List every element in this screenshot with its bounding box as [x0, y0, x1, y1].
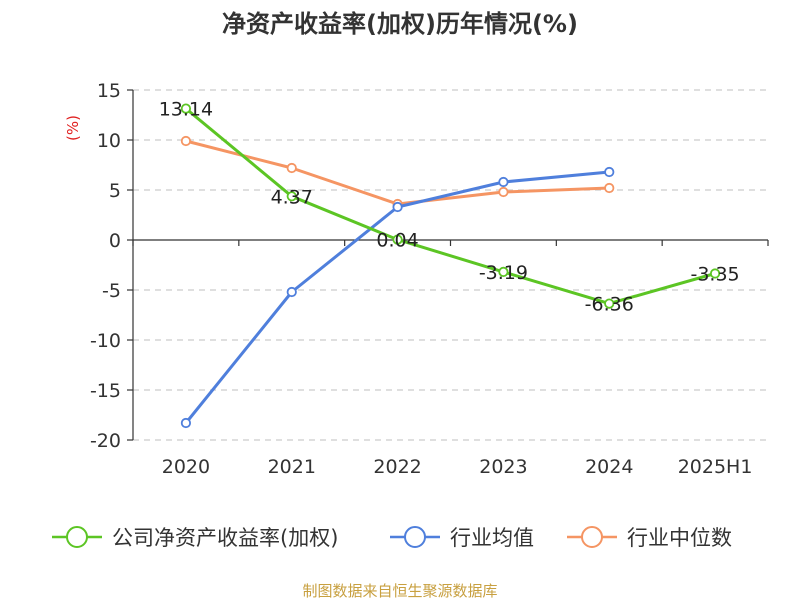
y-axis-unit: (%): [64, 115, 82, 141]
data-point: [498, 176, 509, 188]
data-point: [498, 186, 509, 198]
x-tick-label: 2020: [162, 456, 210, 478]
data-point: [180, 135, 192, 147]
x-tick-label: 2022: [373, 456, 421, 478]
chart-title: 净资产收益率(加权)历年情况(%): [222, 10, 578, 38]
x-tick-label: 2023: [479, 456, 527, 478]
legend-item: 公司净资产收益率(加权): [52, 526, 338, 550]
data-label: 0.04: [376, 230, 418, 252]
y-tick-label: 5: [109, 180, 121, 202]
data-point: [604, 166, 615, 178]
data-label: -3.35: [690, 264, 739, 286]
x-tick-label: 2025H1: [678, 456, 753, 478]
x-tick-label: 2024: [585, 456, 633, 478]
data-point: [392, 234, 403, 245]
y-tick-label: -10: [90, 330, 121, 352]
data-point: [709, 268, 721, 279]
legend-label: 行业均值: [450, 526, 534, 550]
y-tick-label: -5: [102, 280, 121, 302]
data-point: [180, 103, 192, 114]
legend: 公司净资产收益率(加权) 行业均值 行业中位数: [52, 526, 732, 550]
data-point: [392, 201, 403, 213]
data-labels: 13.14 4.37 0.04 -3.19 -6.36 -3.35: [159, 99, 740, 316]
legend-item: 行业均值: [390, 526, 534, 550]
data-point: [286, 162, 297, 174]
axes: 15 10 5 0 -5 -10 -15 -20 2020 2021 2022 2023 2024 202…: [90, 80, 769, 478]
data-point: [604, 182, 615, 194]
source-note: 制图数据来自恒生聚源数据库: [302, 582, 497, 600]
data-label: 4.37: [271, 186, 313, 208]
series: [180, 103, 721, 429]
y-tick-label: -15: [90, 380, 121, 402]
y-tick-label: -20: [90, 430, 121, 452]
data-point: [498, 266, 509, 277]
legend-marker: [66, 526, 88, 548]
data-point: [604, 298, 615, 309]
data-label: 13.14: [159, 99, 213, 121]
legend-item: 行业中位数: [567, 526, 732, 550]
legend-marker: [404, 526, 426, 548]
legend-marker: [581, 526, 603, 548]
data-point: [286, 286, 297, 298]
data-label: -6.36: [585, 294, 634, 316]
legend-label: 公司净资产收益率(加权): [112, 526, 338, 550]
y-tick-label: 10: [97, 130, 121, 152]
data-point: [180, 417, 192, 429]
x-tick-label: 2021: [268, 456, 316, 478]
data-point: [286, 191, 297, 202]
data-label: -3.19: [479, 262, 528, 284]
y-tick-label: 0: [109, 230, 121, 252]
legend-label: 行业中位数: [627, 526, 732, 550]
series-line: [184, 107, 716, 306]
y-tick-label: 15: [97, 80, 121, 102]
series-line: [185, 139, 610, 206]
